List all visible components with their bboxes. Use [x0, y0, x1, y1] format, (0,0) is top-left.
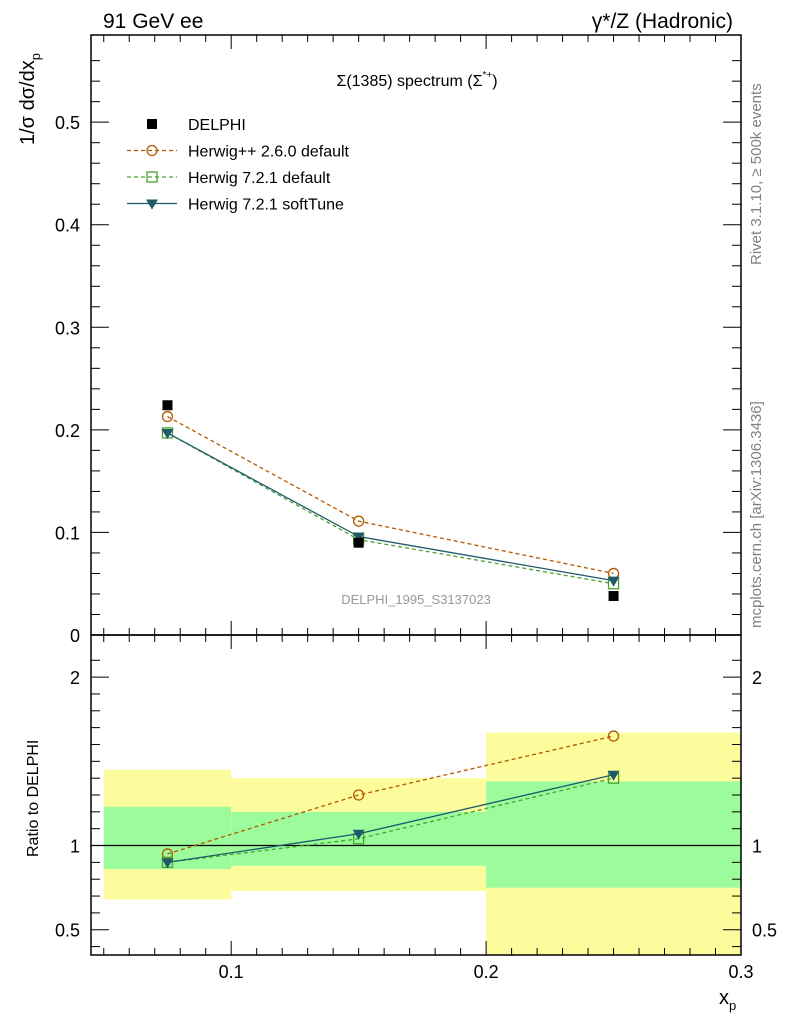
series-line	[167, 432, 614, 585]
ratio-uncertainty-bands	[103, 732, 741, 955]
chart-title-main: Σ(1385) spectrum (Σ	[336, 73, 482, 90]
chart-title-sup: *+	[482, 70, 492, 81]
legend: DELPHI Herwig++ 2.6.0 default Herwig 7.2.1…	[127, 117, 350, 214]
ratio-tick-label-left: 1	[70, 837, 80, 857]
ratio-series-marker	[161, 858, 174, 869]
legend-label: Herwig 7.2.1 default	[188, 170, 331, 187]
x-tick-label: 0.1	[219, 962, 244, 982]
ratio-series-line	[167, 735, 614, 855]
legend-marker	[146, 144, 158, 157]
y-tick-label: 0.5	[55, 113, 80, 133]
x-tick-label: 0.2	[474, 962, 499, 982]
legend-label: Herwig 7.2.1 softTune	[188, 197, 344, 214]
header-process-label: γ*/Z (Hadronic)	[592, 10, 733, 33]
analysis-id-label: DELPHI_1995_S3137023	[341, 592, 491, 607]
data-point	[608, 591, 619, 602]
y-tick-label: 0.2	[55, 421, 80, 441]
ratio-tick-label-left: 0.5	[55, 921, 80, 941]
y-tick-label: 0.3	[55, 318, 80, 338]
axis-ticks	[91, 35, 742, 955]
ratio-axis-title: Ratio to DELPHI	[25, 740, 42, 857]
main-panel-series	[161, 400, 620, 602]
y-tick-label: 0.4	[55, 216, 80, 236]
legend-label: Herwig++ 2.6.0 default	[188, 144, 350, 161]
header-energy-label: 91 GeV ee	[103, 10, 203, 33]
ratio-tick-label-right: 2	[752, 668, 762, 688]
legend-marker	[147, 119, 157, 129]
x-axis-title-sub: p	[729, 998, 736, 1013]
series-marker	[161, 428, 174, 439]
ratio-tick-label-right: 0.5	[752, 921, 777, 941]
ratio-series-marker	[352, 829, 365, 840]
ratio-tick-label-right: 1	[752, 837, 762, 857]
series-marker	[161, 410, 174, 423]
series-marker	[352, 515, 365, 527]
series-marker	[352, 532, 365, 543]
x-tick-label: 0.3	[728, 962, 753, 982]
data-point	[162, 400, 173, 411]
ratio-panel-series	[161, 730, 620, 869]
series-line	[167, 432, 614, 582]
ratio-series-marker	[607, 730, 620, 742]
y-tick-label: 0.1	[55, 523, 80, 543]
x-axis-title-main: x	[719, 987, 729, 1009]
y-axis-title-main: 1/σ dσ/dx	[17, 60, 39, 145]
ratio-series-marker	[352, 789, 365, 801]
y-tick-label: 0	[70, 626, 80, 646]
legend-label: DELPHI	[188, 117, 246, 134]
legend-marker	[146, 171, 158, 183]
mcplots-label: mcplots.cern.ch [arXiv:1306.3436]	[748, 401, 765, 628]
x-axis-title: xp	[719, 987, 736, 1013]
rivet-version-label: Rivet 3.1.10, ≥ 500k events	[748, 83, 765, 265]
ratio-tick-label-left: 2	[70, 668, 80, 688]
series-marker	[607, 576, 620, 587]
series-line	[167, 415, 614, 575]
axis-tick-labels: 0.1 0.2 0.3 0 0.1 0.2 0.3 0.4 0.5 0.5 0.5 1 1 2 2	[55, 113, 777, 982]
legend-marker	[146, 199, 158, 210]
chart-title-close: )	[492, 73, 497, 90]
ratio-series-marker	[607, 770, 620, 781]
y-axis-title-sub: p	[28, 53, 43, 60]
data-point	[353, 537, 364, 548]
ratio-inner-band	[486, 781, 741, 888]
y-axis-title: 1/σ dσ/dxp	[17, 53, 43, 145]
chart-title: Σ(1385) spectrum (Σ*+)	[336, 70, 497, 90]
